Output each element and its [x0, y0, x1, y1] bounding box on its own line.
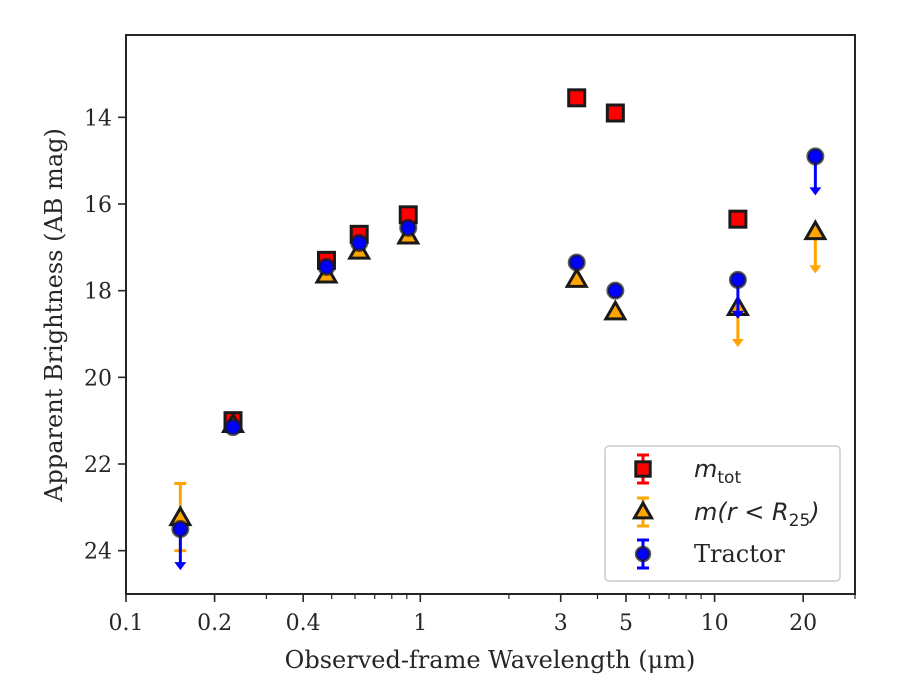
legend: mtot m(r < R25) Tractor [604, 445, 841, 582]
legend-marker-triangle [631, 499, 655, 520]
x-tick-label: 0.2 [197, 611, 232, 636]
data-point [728, 270, 747, 289]
data-point [317, 257, 336, 276]
y-tick-label: 16 [84, 193, 112, 218]
plot-frame [125, 34, 856, 595]
x-tick-label: 1 [413, 611, 427, 636]
data-point [603, 299, 628, 321]
upper-limit-arrow [174, 562, 187, 571]
upper-limit-arrow [731, 339, 744, 347]
legend-marker-circle [634, 545, 652, 563]
x-tick-label: 0.4 [286, 611, 321, 636]
y-tick-label: 14 [84, 106, 112, 131]
data-point [567, 88, 587, 108]
y-tick-label: 20 [84, 366, 112, 391]
legend-label: mtot [694, 455, 741, 488]
data-point [224, 418, 243, 437]
upper-limit-arrow [809, 265, 822, 274]
data-point [399, 218, 418, 237]
data-point [728, 209, 748, 229]
data-point [606, 281, 625, 300]
y-tick-label: 24 [84, 540, 112, 565]
legend-label: Tractor [694, 540, 785, 568]
data-point [567, 253, 586, 272]
data-point [803, 219, 828, 241]
y-axis-label: Apparent Brightness (AB mag) [40, 128, 68, 503]
x-tick-label: 10 [701, 611, 729, 636]
x-tick-label: 5 [619, 611, 633, 636]
legend-label: m(r < R25) [694, 498, 820, 531]
x-tick-label: 20 [789, 611, 817, 636]
upper-limit-arrow [731, 310, 744, 319]
legend-marker-square [634, 460, 652, 478]
y-tick-label: 18 [84, 280, 112, 305]
axes-frame [125, 34, 856, 595]
x-axis-label: Observed-frame Wavelength (μm) [285, 646, 696, 674]
y-tick-label: 22 [84, 453, 112, 478]
data-layer [168, 88, 828, 571]
data-point [171, 520, 190, 538]
y-axis-ticks: 14 16 18 20 22 24 [84, 106, 126, 565]
data-point [350, 234, 369, 252]
legend-box [604, 445, 841, 582]
series-square [223, 88, 748, 431]
data-point [806, 147, 825, 166]
x-axis-ticks: 0.1 0.2 0.4 1 3 5 10 20 [109, 594, 856, 636]
series-circle [171, 147, 825, 571]
data-point [605, 103, 625, 123]
data-point [564, 266, 589, 288]
x-tick-label: 0.1 [109, 611, 144, 636]
x-tick-label: 3 [554, 611, 568, 636]
upper-limit-arrow [809, 187, 822, 196]
